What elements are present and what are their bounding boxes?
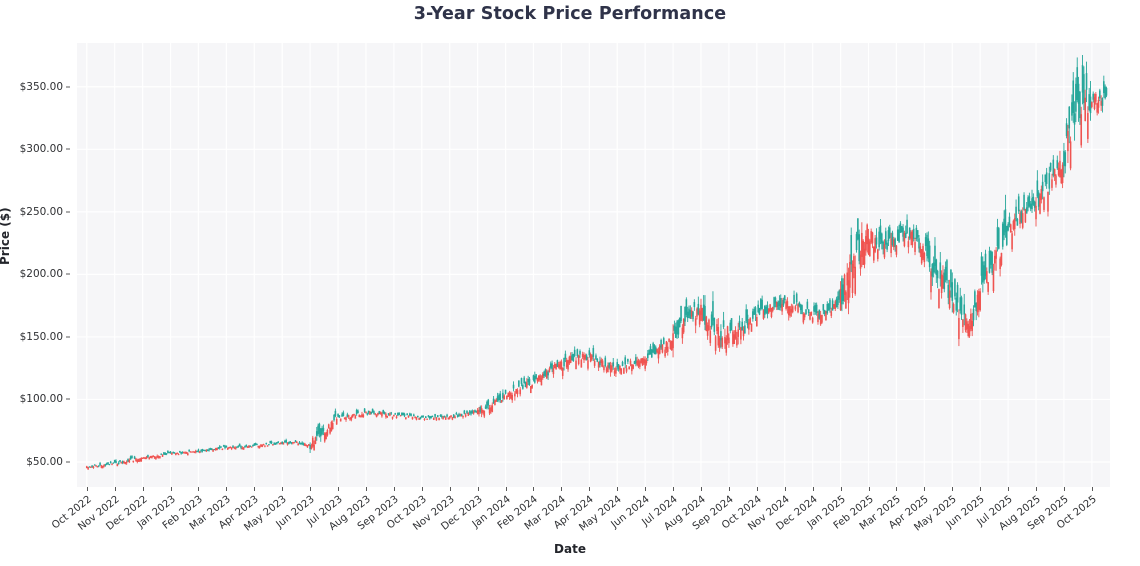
x-tick-mark [980, 487, 982, 491]
y-tick-mark [66, 273, 70, 275]
x-tick-mark [170, 487, 172, 491]
x-tick-mark [1063, 487, 1065, 491]
x-tick-mark [784, 487, 786, 491]
x-tick-mark [533, 487, 535, 491]
x-tick-mark [1036, 487, 1037, 491]
x-tick-mark [142, 487, 144, 491]
x-tick-mark [896, 487, 898, 491]
x-axis-ticks: Oct 2022 Nov 2022 Dec 2022 Jan 2023 Feb 2023… [50, 487, 1110, 557]
y-tick-mark [66, 86, 70, 88]
y-tick-mark [66, 148, 70, 150]
y-tick-mark [66, 336, 70, 338]
gridlines [77, 43, 1110, 487]
y-tick-label: $150.00 [19, 330, 63, 343]
candlestick-series [85, 55, 1108, 470]
x-tick-mark [86, 487, 88, 491]
x-tick-mark [254, 487, 256, 491]
x-tick-mark [840, 487, 842, 491]
plot-area [77, 43, 1110, 487]
y-tick-label: $50.00 [26, 455, 63, 468]
x-tick-mark [449, 487, 451, 491]
x-tick-mark [310, 487, 312, 491]
x-tick-mark [226, 487, 228, 491]
x-tick-mark [952, 487, 954, 491]
y-tick-mark [66, 461, 70, 463]
x-tick-mark [505, 487, 507, 491]
page-title: 3-Year Stock Price Performance [413, 4, 727, 24]
x-tick-mark [561, 487, 563, 491]
x-tick-mark [673, 487, 675, 491]
x-axis-title: Date [554, 542, 586, 556]
y-tick-label: $100.00 [19, 393, 63, 406]
y-axis-title: Price ($) [0, 207, 12, 265]
y-tick-mark [66, 398, 70, 400]
x-tick-mark [617, 487, 619, 491]
x-tick-mark [393, 487, 395, 491]
x-tick-mark [421, 487, 423, 491]
x-tick-mark [114, 487, 116, 491]
x-tick-mark [198, 487, 200, 491]
x-tick-mark [645, 487, 647, 491]
y-tick-label: $200.00 [19, 268, 63, 281]
x-tick-mark [728, 487, 730, 491]
x-tick-mark [924, 487, 926, 491]
x-tick-mark [868, 487, 870, 491]
x-tick-mark [365, 487, 367, 491]
y-tick-label: $350.00 [19, 80, 63, 93]
x-tick-mark [589, 487, 591, 491]
y-tick-label: $300.00 [19, 143, 63, 156]
x-tick-mark [812, 487, 814, 491]
y-axis-ticks: $50.00 $100.00 $150.00 $200.00 $250.00 $300.0… [0, 43, 72, 487]
x-tick-mark [477, 487, 479, 491]
x-tick-mark [700, 487, 702, 491]
x-tick-mark [1008, 487, 1010, 491]
y-tick-mark [66, 211, 70, 213]
x-tick-mark [282, 487, 284, 491]
y-tick-label: $250.00 [19, 205, 63, 218]
x-tick-mark [338, 487, 340, 491]
x-tick-mark [756, 487, 758, 491]
x-tick-mark [1091, 487, 1093, 491]
